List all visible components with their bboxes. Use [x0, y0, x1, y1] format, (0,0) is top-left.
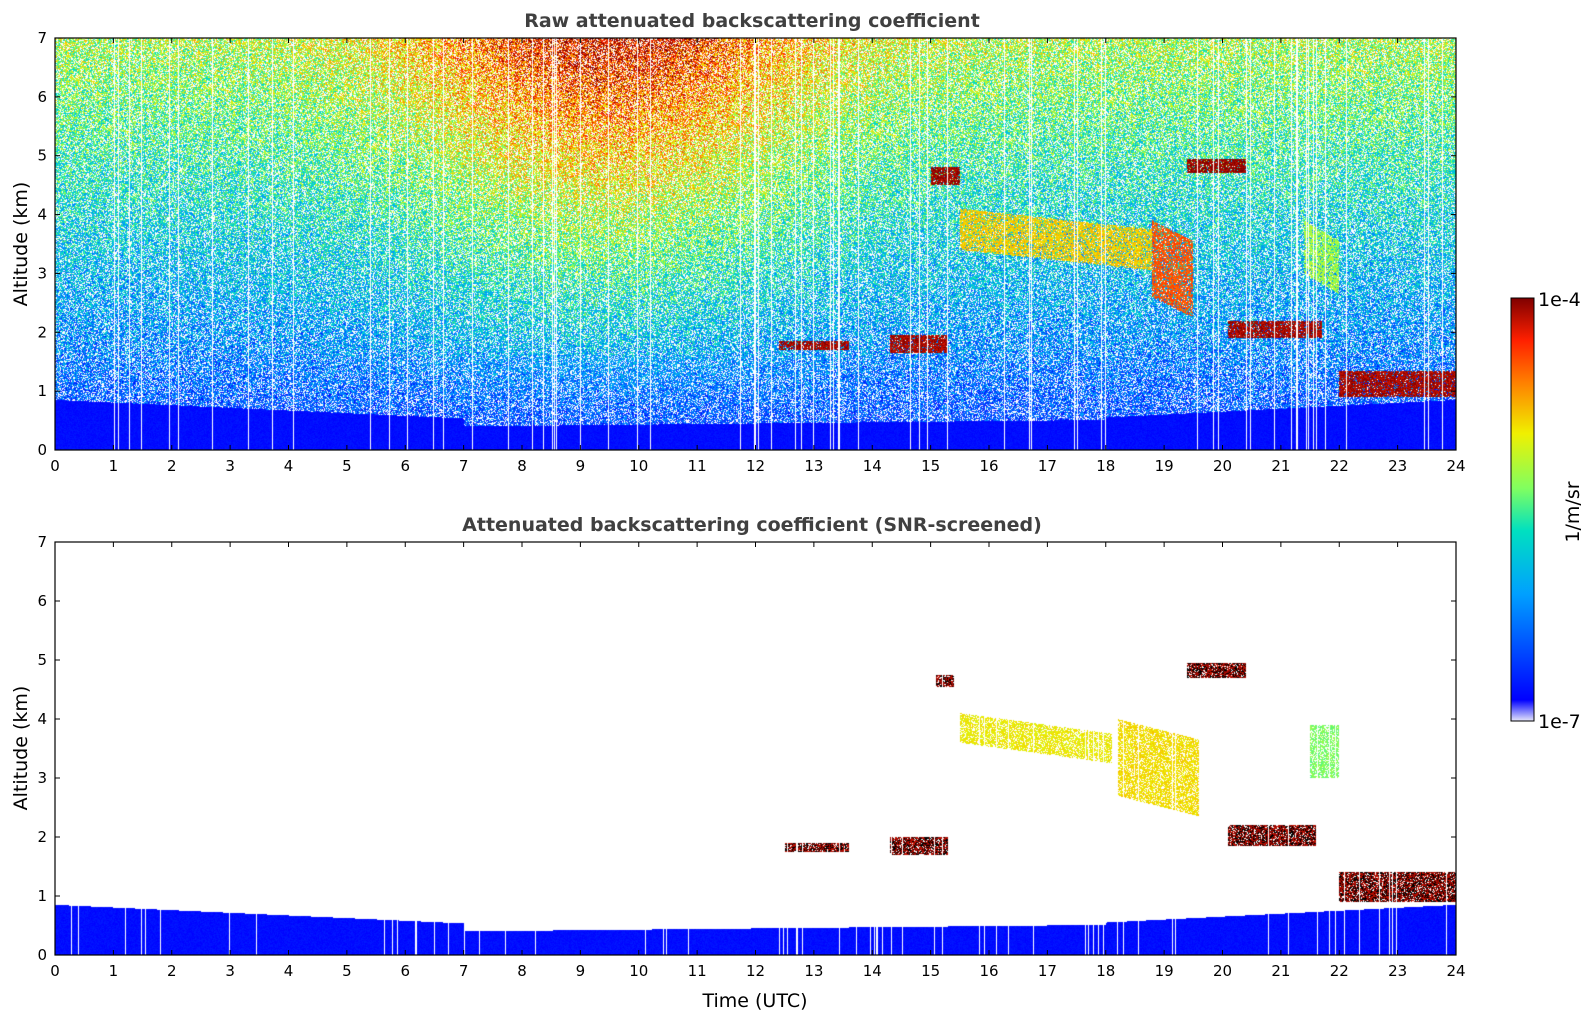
x-tick-label: 13: [804, 962, 823, 980]
x-tick-label: 12: [746, 457, 765, 475]
colorbar-unit-label: 1/m/sr: [1562, 481, 1584, 542]
x-tick-label: 10: [629, 457, 648, 475]
y-tick-label: 5: [37, 147, 47, 165]
y-tick-label: 1: [37, 887, 47, 905]
colorbar: 1e-4 1e-7 1/m/sr: [1510, 289, 1584, 733]
x-tick-label: 11: [688, 457, 707, 475]
x-tick-label: 21: [1271, 457, 1290, 475]
x-tick-label: 22: [1330, 962, 1349, 980]
x-tick-label: 8: [517, 457, 527, 475]
x-tick-label: 0: [50, 962, 60, 980]
y-tick-label: 6: [37, 88, 47, 106]
x-tick-label: 5: [342, 457, 352, 475]
panel-raw-frame: [54, 37, 1457, 451]
x-tick-label: 20: [1213, 457, 1232, 475]
x-tick-label: 14: [863, 962, 882, 980]
y-tick-label: 5: [37, 651, 47, 669]
x-tick-label: 20: [1213, 962, 1232, 980]
y-tick-label: 4: [37, 206, 47, 224]
y-tick-label: 0: [37, 946, 47, 964]
x-tick-label: 24: [1446, 457, 1465, 475]
x-tick-label: 11: [688, 962, 707, 980]
panel-screened-title: Attenuated backscattering coefficient (S…: [462, 514, 1042, 536]
x-tick-label: 6: [400, 962, 410, 980]
x-tick-label: 10: [629, 962, 648, 980]
x-tick-label: 5: [342, 962, 352, 980]
x-tick-label: 16: [979, 962, 998, 980]
x-tick-label: 7: [459, 962, 469, 980]
x-tick-label: 6: [400, 457, 410, 475]
x-tick-label: 14: [863, 457, 882, 475]
x-tick-label: 18: [1096, 457, 1115, 475]
y-tick-label: 7: [37, 29, 47, 47]
x-tick-label: 17: [1038, 962, 1057, 980]
y-tick-label: 3: [37, 769, 47, 787]
panel-raw-heatmap: [55, 38, 1456, 450]
x-tick-label: 16: [979, 457, 998, 475]
panel-screened-frame: [54, 541, 1457, 956]
x-tick-label: 4: [284, 962, 294, 980]
x-tick-label: 0: [50, 457, 60, 475]
y-tick-label: 1: [37, 382, 47, 400]
x-tick-label: 12: [746, 962, 765, 980]
x-tick-label: 17: [1038, 457, 1057, 475]
panel-screened-xlabel: Time (UTC): [701, 990, 807, 1012]
x-tick-label: 13: [804, 457, 823, 475]
panel-raw-ticks: 0 1 2 3 4 5 6 7 8 9 10 11 12 13 14 15 16 17 18 19 20 21 22 23 24…: [37, 29, 1465, 475]
x-tick-label: 3: [225, 962, 235, 980]
x-tick-label: 15: [921, 457, 940, 475]
colorbar-gradient: [1510, 297, 1535, 722]
colorbar-max-label: 1e-4: [1538, 289, 1581, 311]
x-tick-label: 19: [1155, 962, 1174, 980]
y-tick-label: 0: [37, 441, 47, 459]
x-tick-label: 23: [1388, 457, 1407, 475]
x-tick-label: 3: [225, 457, 235, 475]
y-tick-label: 2: [37, 828, 47, 846]
x-tick-label: 8: [517, 962, 527, 980]
x-tick-label: 22: [1330, 457, 1349, 475]
x-tick-label: 7: [459, 457, 469, 475]
panel-screened-heatmap: [55, 542, 1456, 955]
x-tick-label: 21: [1271, 962, 1290, 980]
x-tick-label: 1: [109, 962, 119, 980]
y-tick-label: 7: [37, 533, 47, 551]
panel-raw-ylabel: Altitude (km): [10, 182, 32, 307]
x-tick-label: 23: [1388, 962, 1407, 980]
panel-screened: Attenuated backscattering coefficient (S…: [10, 514, 1466, 1012]
panel-raw-title: Raw attenuated backscattering coefficien…: [524, 10, 980, 32]
x-tick-label: 9: [576, 457, 586, 475]
x-tick-label: 2: [167, 962, 177, 980]
y-tick-label: 2: [37, 323, 47, 341]
x-tick-label: 18: [1096, 962, 1115, 980]
y-tick-label: 3: [37, 264, 47, 282]
colorbar-min-label: 1e-7: [1538, 711, 1581, 733]
x-tick-label: 2: [167, 457, 177, 475]
y-tick-label: 4: [37, 710, 47, 728]
y-tick-label: 6: [37, 592, 47, 610]
x-tick-label: 24: [1446, 962, 1465, 980]
x-tick-label: 15: [921, 962, 940, 980]
x-tick-label: 4: [284, 457, 294, 475]
x-tick-label: 1: [109, 457, 119, 475]
x-tick-label: 9: [576, 962, 586, 980]
panel-raw: Raw attenuated backscattering coefficien…: [10, 10, 1466, 475]
panel-screened-ylabel: Altitude (km): [10, 686, 32, 811]
x-tick-label: 19: [1155, 457, 1174, 475]
